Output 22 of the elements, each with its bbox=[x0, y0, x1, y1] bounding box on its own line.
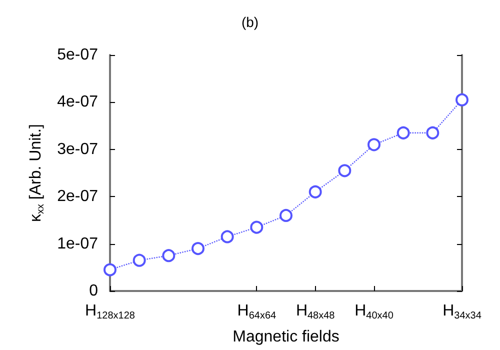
y-axis-title: κxx [Arb. Unit.] bbox=[28, 124, 47, 222]
point bbox=[280, 208, 292, 222]
y-tick-label: 0 bbox=[89, 282, 98, 300]
point bbox=[220, 230, 234, 244]
point bbox=[132, 254, 146, 267]
y-tick-label: 1e-07 bbox=[57, 235, 98, 252]
x-axis-title: Magnetic fields bbox=[232, 328, 340, 346]
point bbox=[308, 185, 322, 198]
y-tick-label: 4e-07 bbox=[57, 94, 98, 111]
point bbox=[368, 138, 380, 152]
point bbox=[426, 126, 440, 140]
point bbox=[338, 164, 352, 178]
point bbox=[192, 242, 204, 256]
chart-title: (b) bbox=[241, 14, 259, 30]
y-tick-label: 3e-07 bbox=[57, 140, 98, 158]
point bbox=[162, 249, 176, 262]
point bbox=[104, 263, 116, 276]
point bbox=[456, 93, 468, 106]
point bbox=[250, 220, 264, 234]
point bbox=[396, 126, 410, 140]
y-tick-label: 5e-07 bbox=[57, 46, 98, 64]
y-tick-label: 2e-07 bbox=[57, 188, 98, 206]
